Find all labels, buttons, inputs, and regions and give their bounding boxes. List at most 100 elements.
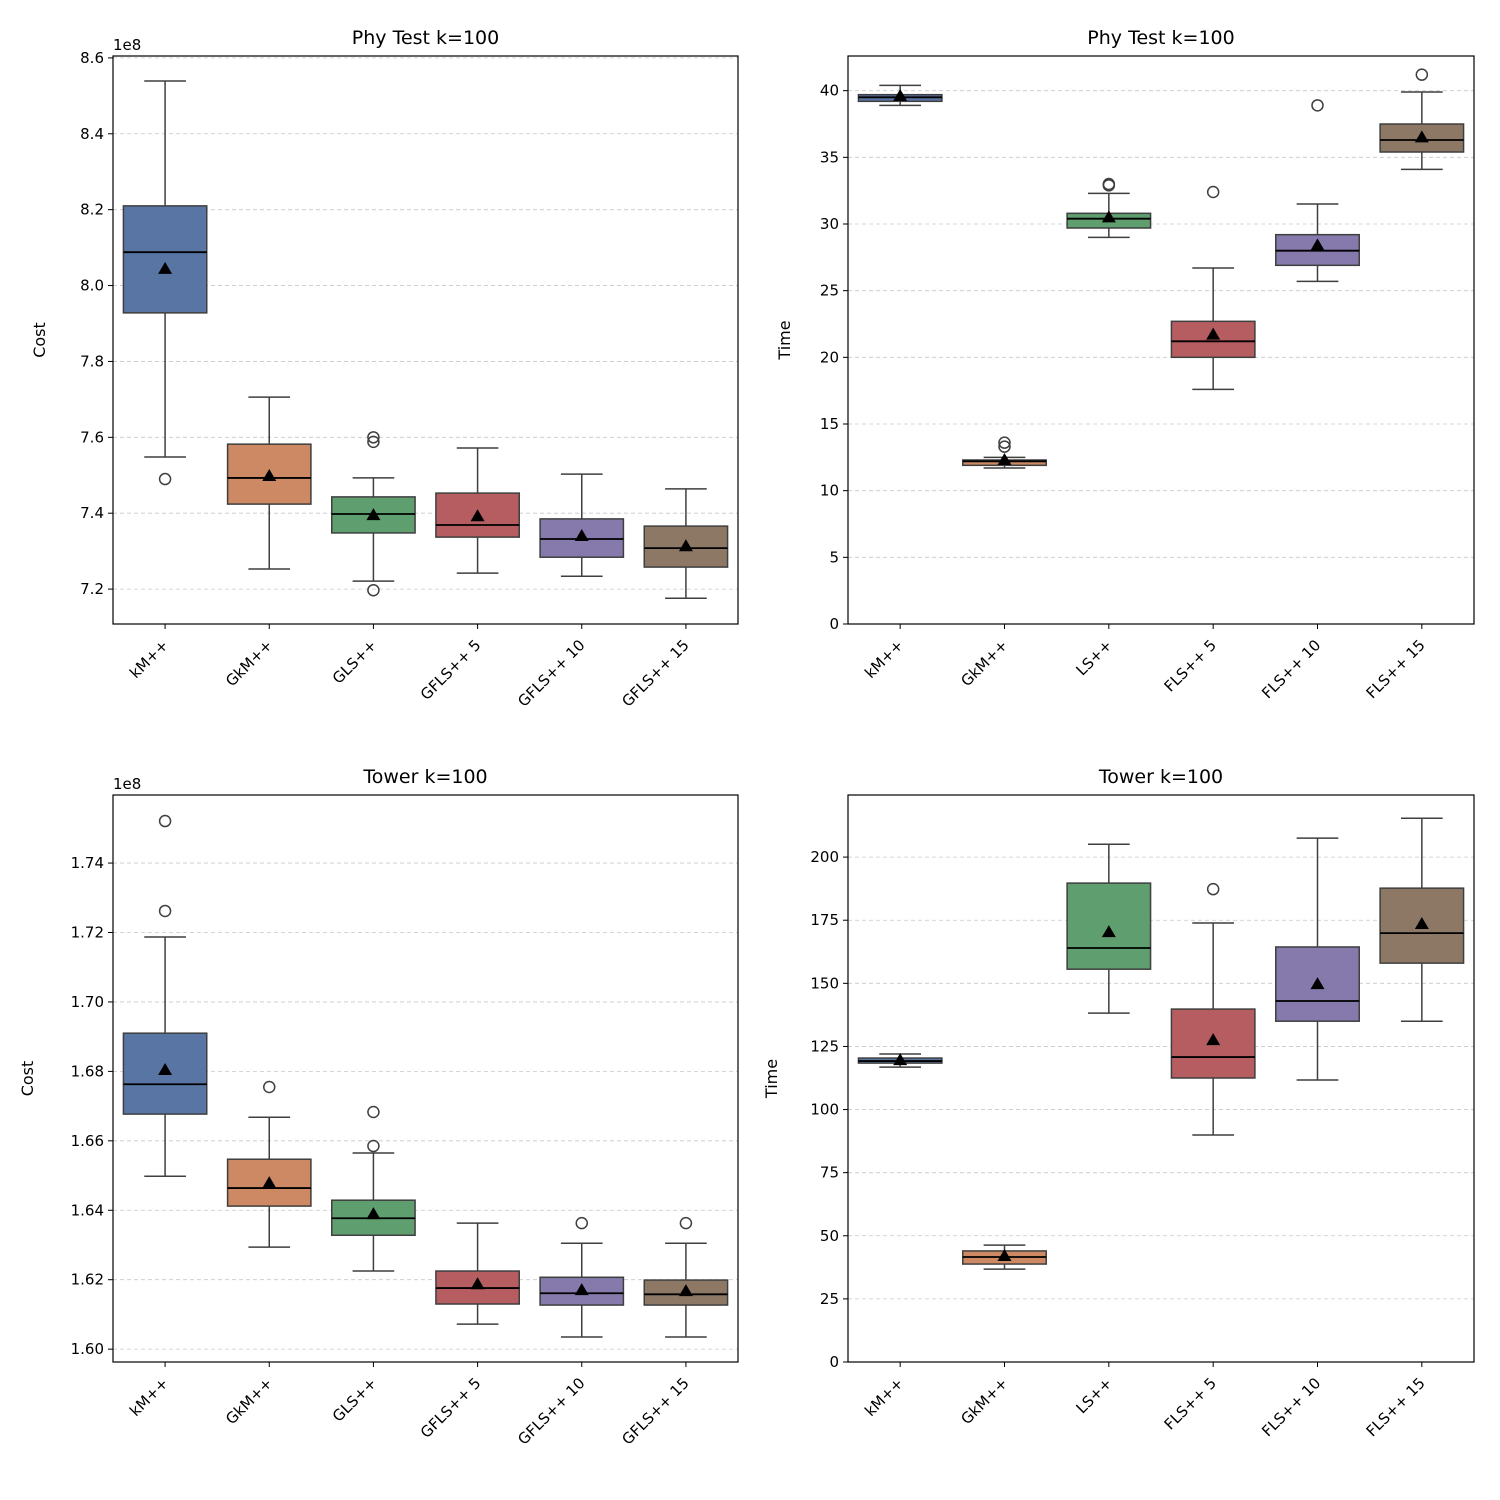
box-GFLS++ 10 bbox=[539, 1216, 625, 1338]
outlier-point bbox=[1206, 882, 1220, 896]
y-tick-label: 1.60 bbox=[71, 1340, 104, 1358]
chart-title: Phy Test k=100 bbox=[1087, 27, 1234, 49]
axes-frame bbox=[847, 794, 1475, 1363]
y-tick-label: 20 bbox=[820, 348, 839, 366]
x-tick-label: FLS++ 5 bbox=[1161, 1374, 1220, 1433]
y-tick-label: 125 bbox=[810, 1037, 839, 1055]
x-tick-label: GLS++ bbox=[329, 636, 380, 687]
y-tick-label: 15 bbox=[820, 415, 839, 433]
mean-marker bbox=[1310, 238, 1325, 251]
outlier-point bbox=[158, 814, 172, 828]
box-GkM++ bbox=[226, 396, 312, 570]
chart-title: Tower k=100 bbox=[1098, 766, 1223, 788]
y-offset-text: 1e8 bbox=[113, 36, 141, 54]
outlier-point bbox=[575, 1216, 588, 1230]
box-GFLS++ 15 bbox=[643, 1216, 729, 1338]
mean-marker bbox=[574, 528, 589, 541]
outlier-point bbox=[998, 436, 1011, 449]
box-GFLS++ 5 bbox=[435, 1222, 520, 1325]
y-tick-label: 100 bbox=[810, 1101, 839, 1119]
box-GFLS++ 5 bbox=[435, 447, 520, 574]
x-tick-label: GkM++ bbox=[222, 636, 276, 690]
y-tick-label: 1.66 bbox=[71, 1132, 104, 1150]
chart-title: Phy Test k=100 bbox=[352, 27, 499, 49]
mean-marker bbox=[470, 1277, 485, 1290]
x-tick-label: FLS++ 15 bbox=[1363, 636, 1429, 702]
y-tick-label: 10 bbox=[820, 482, 839, 500]
outlier-point bbox=[367, 1139, 380, 1153]
mean-marker bbox=[1414, 130, 1429, 143]
x-tick-label: GLS++ bbox=[329, 1374, 380, 1425]
outlier-point bbox=[1102, 179, 1116, 192]
box-LS++ bbox=[1066, 177, 1152, 239]
y-tick-label: 1.70 bbox=[71, 993, 104, 1011]
x-tick-label: kM++ bbox=[861, 1374, 907, 1420]
mean-marker bbox=[366, 508, 381, 521]
y-tick-label: 8.6 bbox=[80, 49, 104, 67]
box-kM++ bbox=[122, 80, 208, 486]
mean-marker bbox=[997, 453, 1012, 465]
y-tick-label: 1.62 bbox=[71, 1271, 104, 1289]
y-tick-label: 25 bbox=[820, 1290, 839, 1308]
x-tick-label: FLS++ 5 bbox=[1161, 636, 1220, 695]
x-tick-label: GFLS++ 15 bbox=[618, 1374, 692, 1448]
box-LS++ bbox=[1066, 843, 1152, 1014]
x-tick-label: GkM++ bbox=[957, 1374, 1011, 1428]
y-tick-label: 25 bbox=[820, 282, 839, 300]
y-tick-label: 7.6 bbox=[80, 428, 104, 446]
y-offset-text: 1e8 bbox=[113, 775, 141, 793]
subplot-3: 1.60 1.62 1.64 1.66 1.68 1.70 1.72 1.74 kM++ GkM+… bbox=[18, 766, 739, 1448]
box-GFLS++ 15 bbox=[643, 488, 729, 599]
box-FLS++ 15 bbox=[1379, 68, 1465, 171]
mean-marker bbox=[262, 469, 277, 482]
outlier-point bbox=[158, 472, 172, 486]
y-axis-label: Cost bbox=[30, 322, 49, 358]
y-tick-label: 75 bbox=[820, 1164, 839, 1182]
box-GkM++ bbox=[962, 1244, 1047, 1270]
outlier-point bbox=[367, 1105, 380, 1119]
axes-frame bbox=[847, 55, 1475, 625]
y-tick-label: 175 bbox=[810, 911, 839, 929]
mean-marker bbox=[262, 1176, 277, 1189]
mean-marker bbox=[1414, 917, 1429, 930]
box-GLS++ bbox=[331, 431, 416, 597]
outlier-point bbox=[367, 431, 380, 444]
mean-marker bbox=[1101, 210, 1116, 223]
box-FLS++ 5 bbox=[1170, 882, 1256, 1136]
mean-marker bbox=[158, 1062, 173, 1075]
outlier-point bbox=[263, 1080, 276, 1094]
box-FLS++ 15 bbox=[1379, 817, 1465, 1022]
x-tick-label: GFLS++ 5 bbox=[417, 1374, 485, 1442]
subplot-2: 0 5 10 15 20 25 30 35 40 kM++ GkM++ LS++ FLS++ 5 FLS+… bbox=[775, 27, 1475, 702]
outlier-point bbox=[1415, 68, 1429, 81]
x-tick-label: GFLS++ 10 bbox=[514, 636, 588, 710]
subplot-1: 7.2 7.4 7.6 7.8 8.0 8.2 8.4 8.6 kM++ GkM++ GLS++ GF… bbox=[30, 27, 739, 710]
box-GLS++ bbox=[331, 1105, 416, 1272]
box-iqr bbox=[226, 1158, 312, 1207]
box-GkM++ bbox=[962, 436, 1047, 469]
mean-marker bbox=[158, 261, 173, 274]
box-iqr bbox=[1379, 123, 1465, 153]
box-kM++ bbox=[857, 84, 943, 107]
mean-marker bbox=[470, 509, 485, 522]
outlier-point bbox=[1206, 185, 1220, 199]
x-tick-label: GkM++ bbox=[222, 1374, 276, 1428]
box-FLS++ 10 bbox=[1275, 837, 1360, 1081]
y-tick-label: 200 bbox=[810, 848, 839, 866]
x-tick-label: FLS++ 15 bbox=[1363, 1374, 1429, 1440]
x-tick-label: FLS++ 10 bbox=[1258, 1374, 1324, 1440]
mean-marker bbox=[1206, 1033, 1221, 1046]
y-tick-label: 8.0 bbox=[80, 277, 104, 295]
mean-marker bbox=[893, 1053, 908, 1066]
y-tick-label: 1.74 bbox=[71, 854, 104, 872]
y-tick-label: 1.72 bbox=[71, 923, 104, 941]
box-kM++ bbox=[857, 1053, 943, 1068]
x-tick-label: LS++ bbox=[1073, 636, 1116, 679]
x-tick-label: GkM++ bbox=[957, 636, 1011, 690]
outlier-point bbox=[158, 904, 172, 918]
y-tick-label: 5 bbox=[829, 548, 839, 566]
y-tick-label: 8.2 bbox=[80, 201, 104, 219]
mean-marker bbox=[678, 539, 693, 552]
mean-marker bbox=[366, 1207, 381, 1220]
y-tick-label: 7.8 bbox=[80, 352, 104, 370]
